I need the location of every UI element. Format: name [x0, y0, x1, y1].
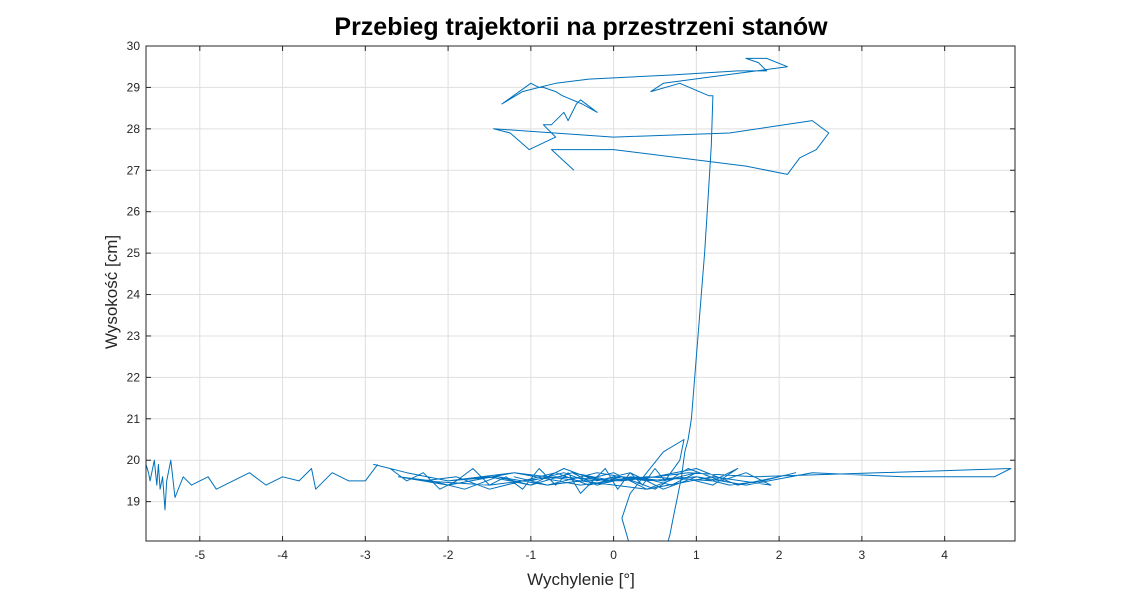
- trajectory-line-2: [373, 439, 1012, 541]
- x-tick-label: 0: [610, 548, 617, 562]
- x-tick-label: 3: [859, 548, 866, 562]
- x-tick-label: -3: [360, 548, 371, 562]
- y-tick-label: 25: [127, 246, 141, 260]
- trajectory-line-1: [493, 57, 830, 541]
- x-tick-label: 2: [776, 548, 783, 562]
- y-tick-label: 20: [127, 453, 141, 467]
- x-tick-label: 1: [693, 548, 700, 562]
- y-axis-ticks: 19 20 21 22 23 24 25 26 27 28 29 30: [127, 39, 1015, 509]
- y-tick-label: 27: [127, 163, 141, 177]
- x-tick-label: 4: [941, 548, 948, 562]
- plot-area: [146, 46, 1015, 541]
- y-tick-label: 30: [127, 39, 141, 53]
- x-tick-label: -4: [277, 548, 288, 562]
- y-axis-label: Wysokość [cm]: [102, 235, 121, 349]
- y-tick-label: 24: [127, 288, 141, 302]
- x-tick-label: -2: [443, 548, 454, 562]
- x-tick-label: -1: [526, 548, 537, 562]
- y-tick-label: 26: [127, 205, 141, 219]
- x-axis-ticks: -5 -4 -3 -2 -1 0 1 2 3 4: [194, 46, 948, 562]
- trajectory-series: [146, 57, 1012, 541]
- x-tick-label: -5: [194, 548, 205, 562]
- y-tick-label: 23: [127, 329, 141, 343]
- chart-title: Przebieg trajektorii na przestrzeni stan…: [334, 13, 828, 41]
- y-tick-label: 29: [127, 80, 141, 94]
- plot-frame: [145, 45, 1016, 542]
- y-tick-label: 22: [127, 370, 141, 384]
- x-axis-label: Wychylenie [°]: [527, 570, 635, 589]
- y-tick-label: 28: [127, 122, 141, 136]
- y-tick-label: 21: [127, 412, 141, 426]
- y-tick-label: 19: [127, 495, 141, 509]
- trajectory-line-3: [146, 459, 379, 511]
